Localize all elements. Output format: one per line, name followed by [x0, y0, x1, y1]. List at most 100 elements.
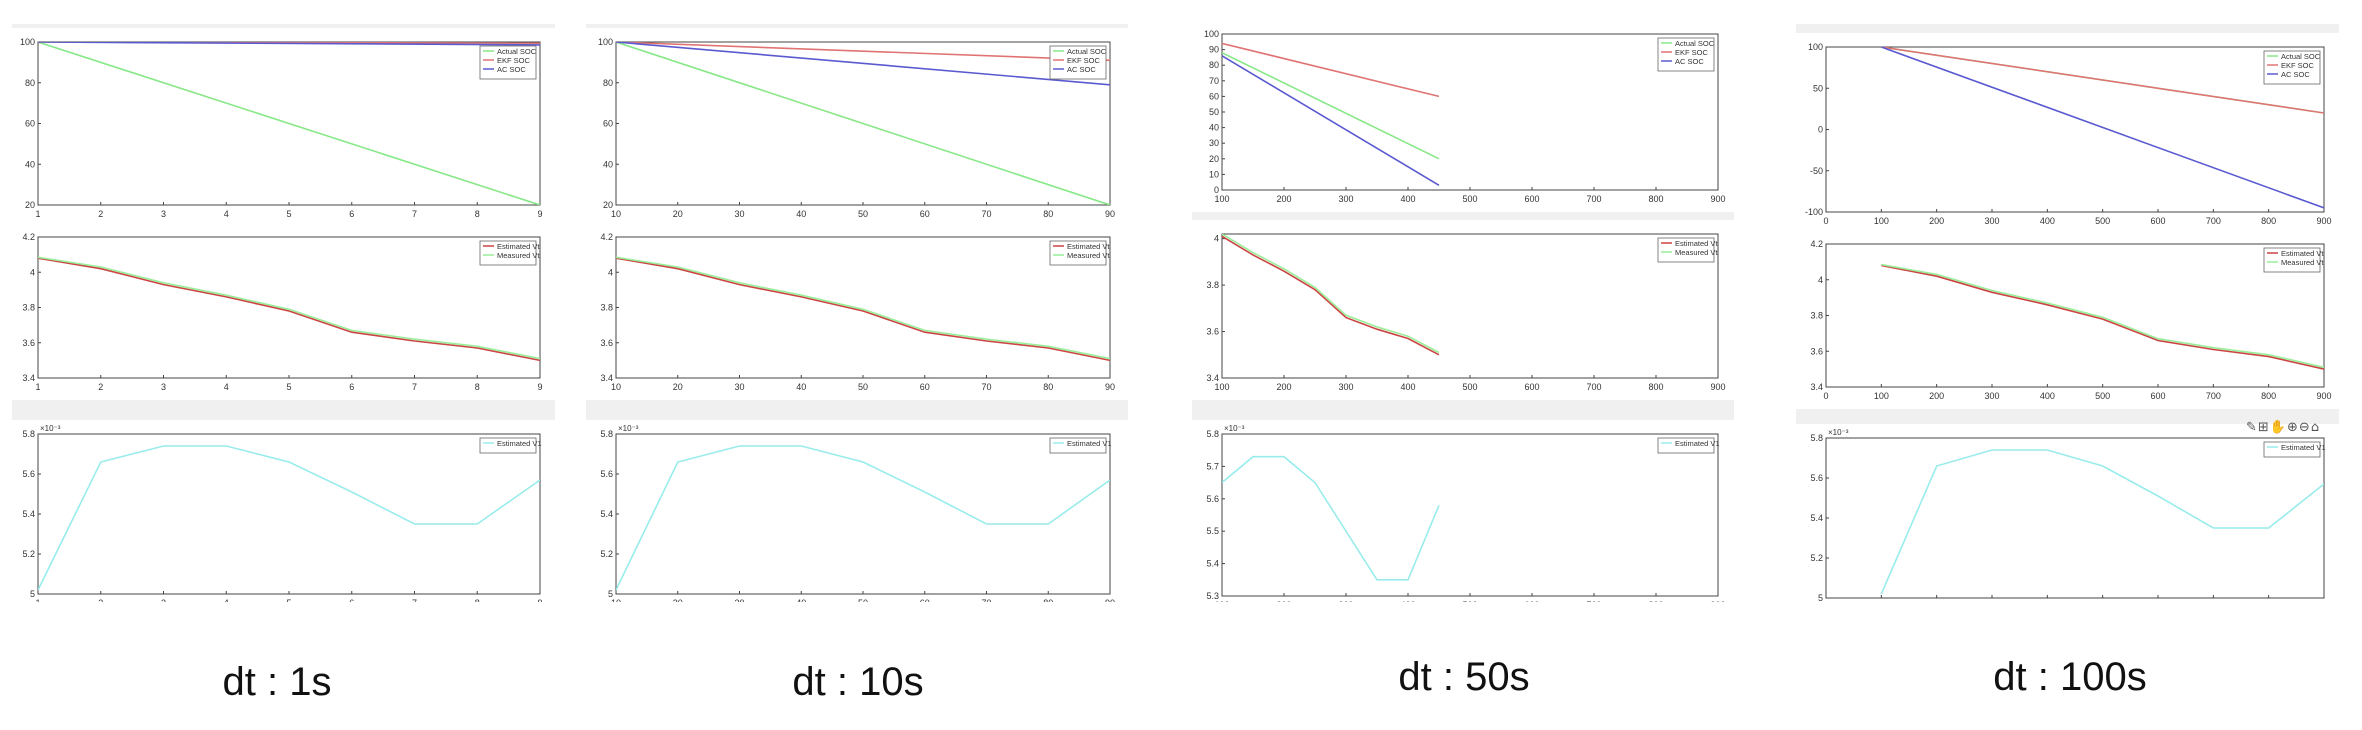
legend-entry: EKF SOC [497, 56, 531, 65]
x-tick-label: 100 [1874, 391, 1889, 401]
y-tick-label: 5.6 [1206, 494, 1219, 504]
figure-dt-100s-plots: 0 100 200 300 400 500 600 700 800 900-100-5005010… [1796, 33, 2339, 602]
x-tick-label: 500 [1462, 194, 1477, 204]
y-tick-label: 4 [1818, 275, 1823, 285]
x-tick-label: 6 [349, 598, 354, 602]
x-tick-label: 500 [1462, 382, 1477, 392]
figure-dt-50s: 100 200 300 400 500 600 700 800 900 0 10 20 30 40 50 60… [1192, 24, 1734, 602]
x-tick-label: 400 [1400, 382, 1415, 392]
series-line-estimated-vt [38, 257, 540, 362]
x-tick-label: 1 [35, 209, 40, 219]
pan-icon[interactable]: ✋ [2269, 420, 2287, 435]
series-line-ekf-soc [1222, 42, 1440, 98]
y-tick-label: 40 [603, 159, 613, 169]
x-tick-label: 700 [2206, 391, 2221, 401]
y-exponent-label: ×10⁻³ [40, 424, 61, 433]
y-tick-label: 0 [1818, 125, 1823, 135]
x-tick-label: 7 [412, 382, 417, 392]
x-tick-label: 400 [2040, 216, 2055, 226]
y-tick-label: 80 [25, 78, 35, 88]
x-tick-label: 900 [1710, 382, 1725, 392]
y-tick-label: 0 [1214, 185, 1219, 195]
zoom-out-icon[interactable]: ⊖ [2298, 420, 2311, 435]
x-tick-label: 30 [734, 382, 744, 392]
legend-entry: Actual SOC [2281, 52, 2321, 61]
x-tick-label: 400 [2040, 391, 2055, 401]
series-line-ac-soc [1881, 47, 2324, 209]
x-tick-label: 100 [1214, 382, 1229, 392]
y-tick-label: 90 [1209, 45, 1219, 55]
y-tick-label: 5.8 [1206, 429, 1219, 439]
x-tick-label: 50 [858, 598, 868, 602]
legend-box [1049, 437, 1107, 454]
y-tick-label: 5.6 [1810, 473, 1823, 483]
plot-1: 100 200 300 400 500 600 700 800 900 3.4 3.6 3.8 4 Est… [1192, 220, 1734, 400]
home-icon[interactable]: ⌂ [2310, 420, 2321, 435]
y-tick-label: 4 [1214, 234, 1219, 244]
series-line-estimated-vt [1881, 264, 2324, 370]
x-tick-label: 800 [2261, 391, 2276, 401]
plot-0: 0 100 200 300 400 500 600 700 800 900 -100 -50 0 50 10… [1796, 33, 2339, 234]
x-tick-label: 800 [2261, 216, 2276, 226]
series-line-estimated-vt [1222, 235, 1440, 356]
x-tick-label: 800 [1648, 382, 1663, 392]
legend-entry: Actual SOC [1675, 39, 1715, 48]
figure-dt-10s: 10 20 30 40 50 60 70 80 90 20 40 60 80 100 Actual SOC E… [586, 24, 1128, 602]
figure-dt-50s-plots: 100 200 300 400 500 600 700 800 900 0 10 20 30 40 50 60… [1192, 24, 1734, 602]
x-tick-label: 3 [161, 382, 166, 392]
data-tip-icon[interactable]: ⊞ [2257, 420, 2270, 435]
y-tick-label: 3.6 [22, 338, 35, 348]
y-tick-label: 100 [1204, 29, 1219, 39]
legend-box [2263, 441, 2321, 458]
y-tick-label: 5.2 [1810, 553, 1823, 563]
x-tick-label: 200 [1929, 391, 1944, 401]
y-tick-label: 10 [1209, 169, 1219, 179]
x-tick-label: 9 [537, 209, 542, 219]
legend-box [1049, 240, 1107, 266]
legend-box [2263, 247, 2321, 273]
x-tick-label: 3 [161, 598, 166, 602]
x-tick-label: 600 [2150, 391, 2165, 401]
caption-dt-10s: dt : 10s [792, 660, 924, 704]
zoom-in-icon[interactable]: ⊕ [2287, 420, 2299, 435]
plot-2: 10 20 30 40 50 60 70 80 90 5 5.2 5.4 5.6 5.8 ×10⁻³ Esti… [586, 420, 1128, 602]
x-tick-label: 0 [1823, 216, 1828, 226]
axes-toolbar[interactable]: ✎⊞✋⊕⊖⌂ [2246, 420, 2320, 435]
axes-box [1825, 437, 2325, 599]
y-tick-label: 5 [30, 589, 35, 599]
legend-entry: EKF SOC [1675, 48, 1709, 57]
y-tick-label: 50 [1209, 107, 1219, 117]
y-tick-label: -50 [1810, 166, 1823, 176]
axes-box [37, 433, 541, 595]
y-tick-label: 5.5 [1206, 526, 1219, 536]
x-tick-label: 200 [1276, 382, 1291, 392]
caption-dt-1s: dt : 1s [222, 660, 332, 704]
y-tick-label: 3.8 [22, 303, 35, 313]
x-tick-label: 800 [1648, 194, 1663, 204]
x-tick-label: 400 [1400, 600, 1415, 602]
x-tick-label: 30 [734, 209, 744, 219]
legend-entry: EKF SOC [2281, 61, 2315, 70]
x-tick-label: 600 [1524, 194, 1539, 204]
y-tick-label: 3.6 [1810, 346, 1823, 356]
axes-box [1825, 46, 2325, 213]
series-line-actual-soc [1222, 51, 1440, 160]
plot-2: 1 2 3 4 5 6 7 8 9 5 5.2 5.4 5.6 5.8 ×10⁻³ Estimated V1 [12, 420, 555, 602]
x-tick-label: 10 [611, 209, 621, 219]
y-tick-label: 5.4 [600, 509, 613, 519]
y-tick-label: 70 [1209, 76, 1219, 86]
x-tick-label: 4 [224, 382, 229, 392]
y-tick-label: 60 [603, 119, 613, 129]
legend-entry: Estimated V1 [497, 439, 542, 448]
series-line-measured-vt [1881, 263, 2324, 369]
x-tick-label: 5 [286, 382, 291, 392]
brush-icon[interactable]: ✎ [2246, 420, 2258, 435]
legend-entry: Measured Vt [1675, 248, 1718, 257]
x-tick-label: 5 [286, 598, 291, 602]
x-tick-label: 10 [611, 382, 621, 392]
y-tick-label: 5.7 [1206, 461, 1219, 471]
x-tick-label: 70 [981, 598, 991, 602]
x-tick-label: 8 [475, 209, 480, 219]
